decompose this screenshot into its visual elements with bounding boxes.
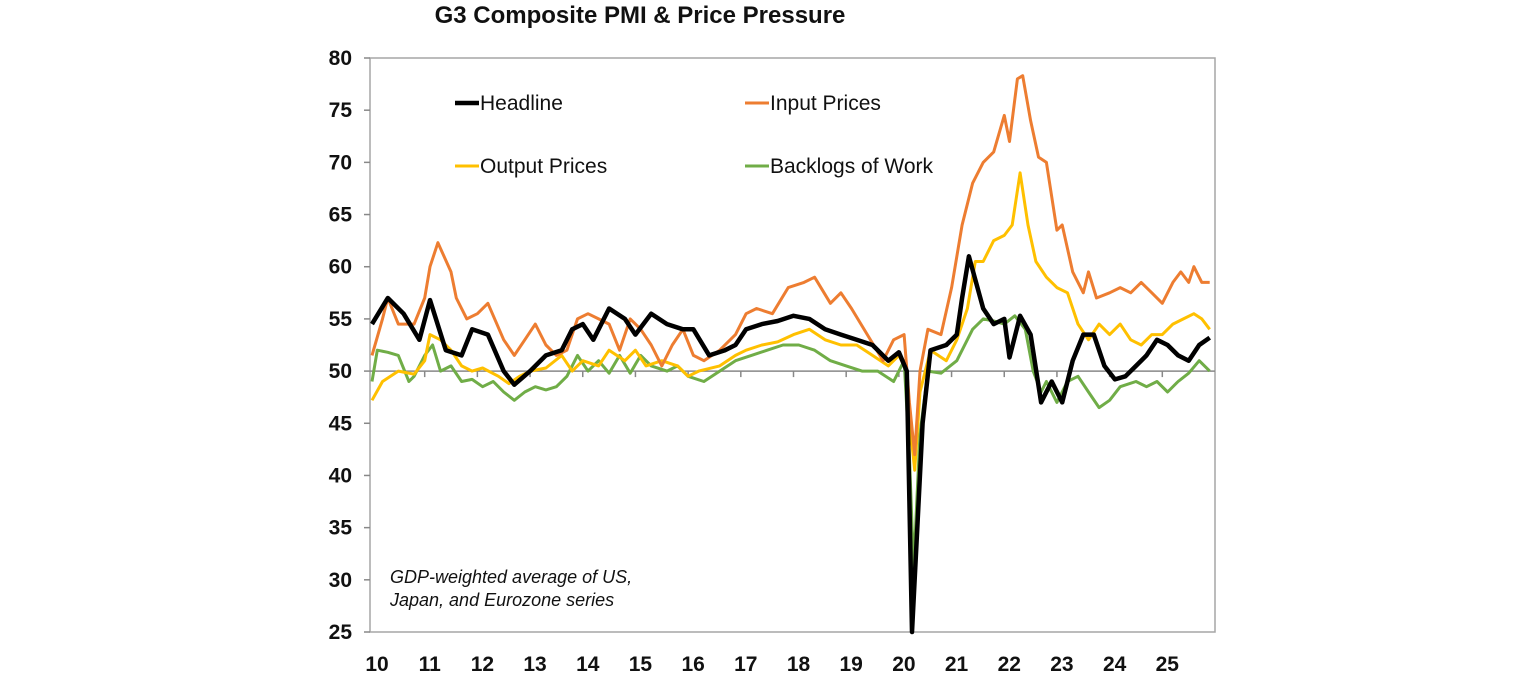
x-tick-label: 19 — [840, 653, 863, 676]
plot-area-border — [369, 57, 1216, 633]
x-tick-label: 24 — [1103, 653, 1127, 676]
legend-label: Headline — [480, 92, 563, 115]
x-tick-label: 21 — [945, 653, 969, 676]
legend-label: Input Prices — [770, 92, 881, 115]
y-tick-label: 30 — [329, 569, 352, 592]
x-tick-label: 10 — [365, 653, 388, 676]
x-tick-label: 15 — [629, 653, 653, 676]
y-tick-label: 35 — [329, 517, 353, 540]
legend-label: Backlogs of Work — [770, 155, 934, 178]
y-tick-label: 75 — [329, 99, 353, 122]
series-line-headline — [370, 254, 1211, 635]
y-tick-label: 40 — [329, 464, 352, 487]
x-tick-label: 11 — [419, 653, 442, 676]
annotation-text: GDP-weighted average of US, — [390, 567, 632, 587]
y-tick-label: 55 — [329, 308, 353, 331]
legend-label: Output Prices — [480, 155, 607, 178]
series-line-input-prices — [370, 74, 1210, 457]
annotation-text: Japan, and Eurozone series — [389, 590, 614, 610]
x-tick-label: 23 — [1050, 653, 1073, 676]
x-tick-label: 22 — [998, 653, 1021, 676]
x-tick-label: 14 — [576, 653, 600, 676]
x-tick-label: 20 — [892, 653, 915, 676]
y-tick-label: 80 — [329, 47, 352, 70]
y-tick-label: 45 — [329, 412, 353, 435]
x-tick-label: 17 — [734, 653, 757, 676]
y-tick-label: 70 — [329, 151, 352, 174]
y-tick-label: 25 — [329, 621, 353, 644]
series-line-backlogs-of-work — [370, 314, 1211, 571]
y-tick-label: 60 — [329, 256, 352, 279]
x-tick-label: 25 — [1156, 653, 1180, 676]
x-tick-label: 12 — [471, 653, 494, 676]
series-line-output-prices — [370, 171, 1211, 472]
x-tick-label: 16 — [681, 653, 704, 676]
chart-title: G3 Composite PMI & Price Pressure — [434, 2, 846, 29]
x-tick-label: 18 — [787, 653, 811, 676]
x-tick-label: 13 — [523, 653, 546, 676]
y-tick-label: 50 — [329, 360, 352, 383]
y-tick-label: 65 — [329, 204, 353, 227]
